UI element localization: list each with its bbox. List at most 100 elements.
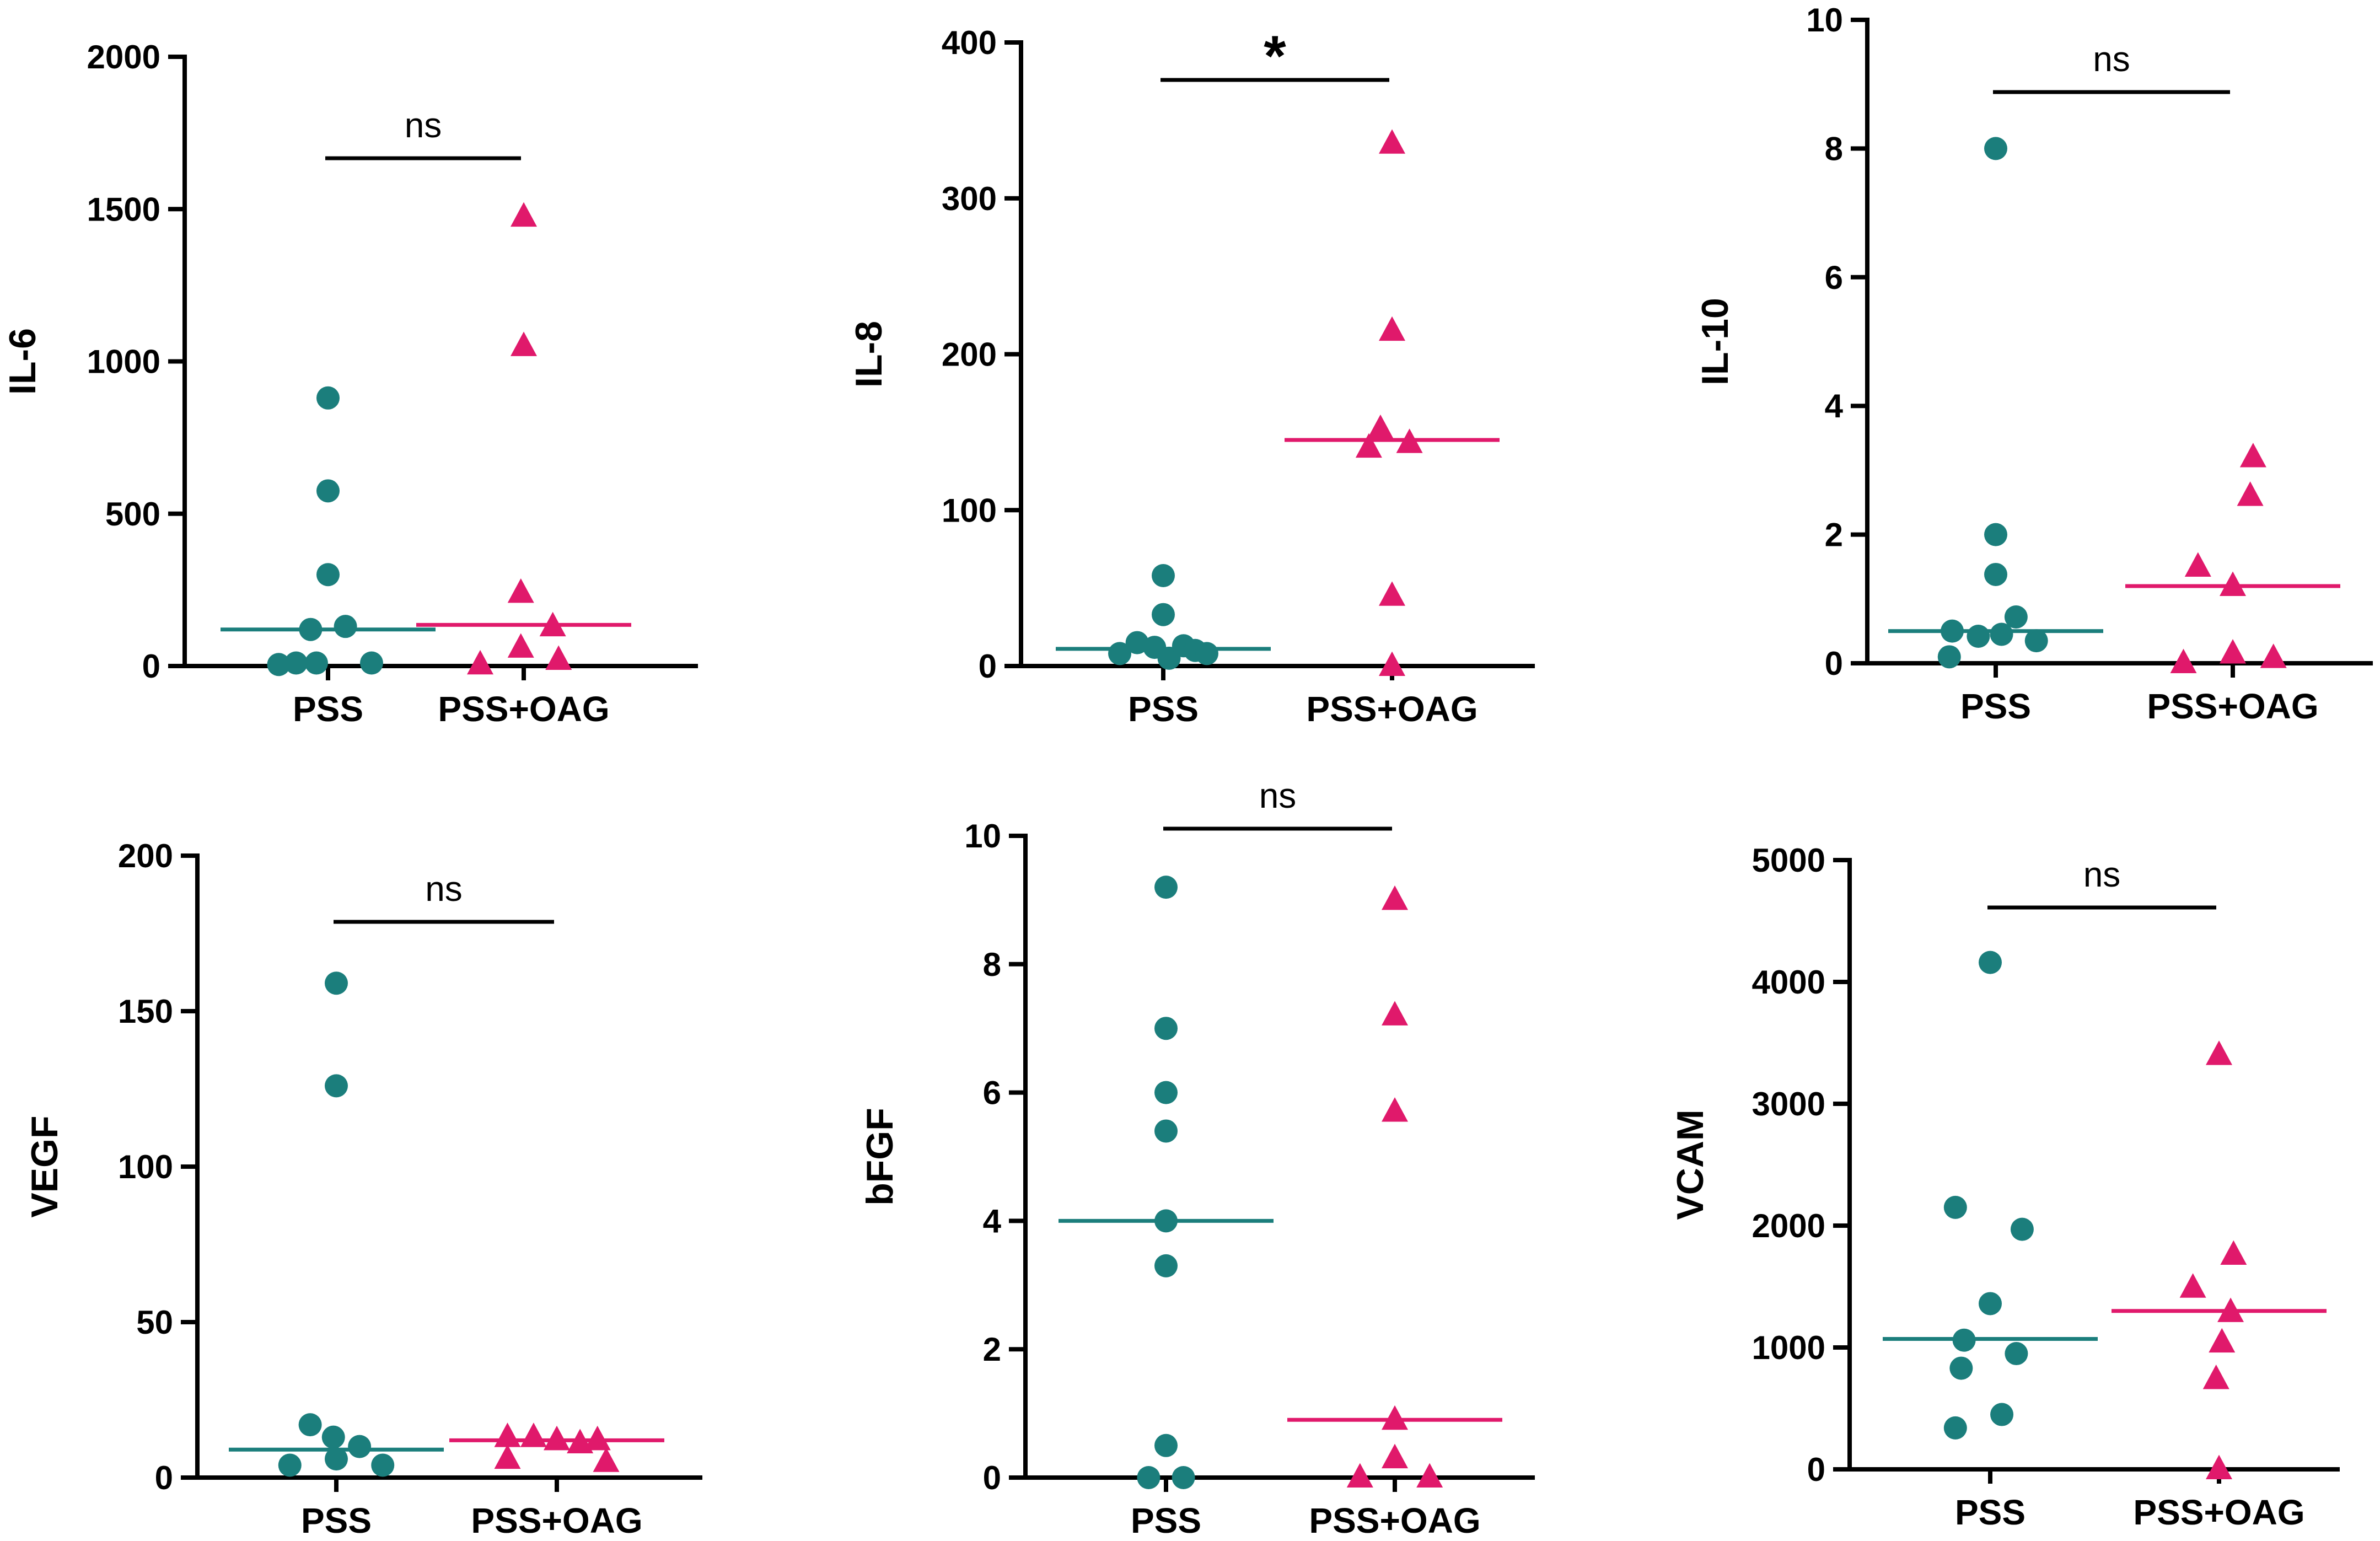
data-point-oag xyxy=(507,633,534,658)
data-point-oag xyxy=(1382,1097,1408,1122)
data-point-pss xyxy=(325,1447,348,1471)
data-point-pss xyxy=(371,1453,395,1477)
data-point-oag xyxy=(1379,581,1405,606)
data-point-pss xyxy=(316,563,340,587)
y-tick-label: 6 xyxy=(1825,259,1843,296)
data-point-pss xyxy=(1125,631,1149,654)
y-tick-label: 5000 xyxy=(1752,842,1825,879)
data-point-oag xyxy=(539,611,566,637)
data-point-pss xyxy=(1937,645,1961,669)
data-point-pss xyxy=(1154,1433,1178,1457)
y-tick-label: 2 xyxy=(1825,517,1843,554)
data-point-pss xyxy=(2004,605,2028,629)
y-tick-label: 0 xyxy=(979,648,997,685)
x-category-label: PSS xyxy=(301,1501,372,1540)
y-tick-label: 4 xyxy=(1825,388,1844,425)
significance-label: ns xyxy=(2083,855,2121,894)
data-point-oag xyxy=(2206,1040,2232,1065)
data-point-pss xyxy=(1154,1017,1178,1040)
data-point-pss xyxy=(284,651,308,675)
data-point-oag xyxy=(584,1425,611,1451)
y-tick-label: 8 xyxy=(1825,130,1843,167)
data-point-pss xyxy=(1943,1416,1967,1440)
data-point-oag xyxy=(1382,1001,1408,1025)
data-point-pss xyxy=(1154,1254,1178,1277)
data-point-pss xyxy=(1154,1119,1178,1143)
data-point-oag xyxy=(1367,414,1394,439)
x-category-label: PSS+OAG xyxy=(438,689,609,729)
x-category-label: PSS+OAG xyxy=(1306,689,1478,729)
data-point-pss xyxy=(2024,629,2048,653)
y-axis-label: IL-6 xyxy=(2,328,44,395)
y-tick-label: 0 xyxy=(155,1459,173,1496)
data-point-pss xyxy=(298,1413,322,1437)
y-tick-label: 1000 xyxy=(87,343,160,380)
y-axis-label: IL-10 xyxy=(1694,298,1736,385)
x-category-label: PSS xyxy=(1960,686,2031,726)
panel-il-6: 0 500 1000 1500 2000 PSS PSS+OAG IL-6 ns xyxy=(2,39,698,729)
panel-il-8: 0 100 200 300 400 PSS PSS+OAG IL-8 * xyxy=(848,24,1535,729)
y-tick-label: 10 xyxy=(1806,2,1843,39)
y-tick-label: 200 xyxy=(118,837,173,874)
data-point-oag xyxy=(1416,1463,1443,1488)
data-point-oag xyxy=(593,1447,620,1472)
significance-label: * xyxy=(1264,24,1286,88)
significance-label: ns xyxy=(2093,39,2130,79)
y-tick-label: 0 xyxy=(1807,1451,1825,1488)
y-tick-label: 400 xyxy=(942,24,997,61)
data-point-oag xyxy=(2260,643,2287,668)
y-tick-label: 100 xyxy=(118,1148,173,1185)
data-point-pss xyxy=(1952,1328,1976,1352)
data-point-pss xyxy=(1984,137,2007,160)
data-point-oag xyxy=(2170,648,2197,673)
y-axis-label: bFGF xyxy=(859,1108,901,1206)
data-point-oag xyxy=(2184,552,2211,577)
data-point-pss xyxy=(1195,642,1218,665)
x-category-label: PSS xyxy=(1955,1492,2026,1532)
data-point-oag xyxy=(1382,885,1408,910)
data-point-oag xyxy=(2179,1273,2206,1298)
data-point-oag xyxy=(1396,428,1423,453)
data-point-pss xyxy=(1943,1195,1967,1219)
y-tick-label: 0 xyxy=(1825,645,1843,682)
y-axis-label: IL-8 xyxy=(848,321,890,388)
data-point-pss xyxy=(1941,619,1964,643)
data-point-oag xyxy=(2202,1365,2229,1389)
data-point-pss xyxy=(1979,951,2002,974)
data-point-pss xyxy=(1152,603,1175,626)
x-category-label: PSS xyxy=(293,689,363,729)
x-category-label: PSS+OAG xyxy=(471,1501,642,1540)
y-tick-label: 10 xyxy=(964,818,1001,855)
data-point-pss xyxy=(1979,1292,2002,1316)
y-tick-label: 1000 xyxy=(1752,1329,1825,1366)
significance-label: ns xyxy=(405,105,442,145)
data-point-oag xyxy=(2217,1297,2244,1322)
data-point-pss xyxy=(2005,1342,2028,1366)
data-point-oag xyxy=(545,645,572,670)
data-point-pss xyxy=(1990,1403,2014,1426)
data-point-oag xyxy=(2209,1328,2236,1353)
significance-label: ns xyxy=(425,869,463,909)
data-point-oag xyxy=(511,331,537,356)
y-tick-label: 8 xyxy=(983,946,1001,983)
data-point-oag xyxy=(2220,571,2246,596)
data-point-oag xyxy=(467,649,494,675)
y-tick-label: 100 xyxy=(942,492,997,529)
panel-il-10: 0 2 4 6 8 10 PSS PSS+OAG IL-10 ns xyxy=(1694,2,2373,726)
y-tick-label: 2 xyxy=(983,1331,1001,1368)
data-point-pss xyxy=(1152,564,1175,588)
data-point-oag xyxy=(2220,639,2246,664)
data-point-oag xyxy=(2239,443,2266,468)
data-point-pss xyxy=(1137,1466,1161,1489)
data-point-pss xyxy=(278,1453,302,1477)
y-tick-label: 300 xyxy=(942,180,997,217)
data-point-oag xyxy=(494,1444,521,1469)
data-point-pss xyxy=(316,386,340,410)
y-tick-label: 2000 xyxy=(1752,1207,1825,1244)
y-tick-label: 2000 xyxy=(87,39,160,76)
data-point-oag xyxy=(2220,1240,2247,1265)
panel-bfgf: 0 2 4 6 8 10 PSS PSS+OAG bFGF ns xyxy=(859,776,1535,1540)
data-point-pss xyxy=(1154,876,1178,899)
data-point-pss xyxy=(1154,1081,1178,1104)
y-tick-label: 4 xyxy=(983,1202,1002,1239)
